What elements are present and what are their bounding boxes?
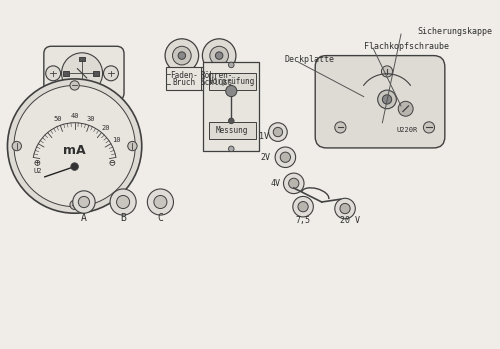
Text: 2V: 2V bbox=[261, 153, 271, 162]
Circle shape bbox=[71, 163, 78, 170]
Text: ⊕: ⊕ bbox=[34, 157, 40, 167]
Circle shape bbox=[424, 122, 434, 133]
Circle shape bbox=[382, 95, 392, 104]
Circle shape bbox=[14, 86, 135, 207]
Circle shape bbox=[228, 146, 234, 152]
Circle shape bbox=[273, 127, 282, 137]
Circle shape bbox=[216, 52, 223, 59]
Circle shape bbox=[378, 90, 396, 109]
Text: ⊖: ⊖ bbox=[108, 157, 116, 167]
Circle shape bbox=[284, 173, 304, 194]
Text: 50: 50 bbox=[54, 116, 62, 122]
Text: 20 V: 20 V bbox=[340, 216, 359, 225]
Circle shape bbox=[275, 147, 295, 168]
Circle shape bbox=[110, 189, 136, 215]
Circle shape bbox=[46, 66, 60, 81]
Circle shape bbox=[8, 79, 142, 213]
Text: 10: 10 bbox=[112, 138, 121, 143]
Text: 1V: 1V bbox=[259, 132, 269, 141]
Bar bbox=[94, 72, 99, 76]
Circle shape bbox=[165, 39, 198, 72]
Text: Messung: Messung bbox=[216, 126, 248, 135]
Circle shape bbox=[382, 66, 392, 77]
Circle shape bbox=[280, 152, 290, 162]
Bar bbox=[209, 73, 256, 90]
Text: A: A bbox=[81, 213, 87, 223]
Bar bbox=[80, 57, 85, 61]
Circle shape bbox=[335, 122, 346, 133]
Text: Sicherungskappe: Sicherungskappe bbox=[418, 27, 493, 36]
Text: Schluss: Schluss bbox=[200, 78, 232, 87]
Text: 30: 30 bbox=[87, 116, 96, 122]
Circle shape bbox=[104, 66, 118, 81]
FancyBboxPatch shape bbox=[315, 55, 445, 148]
Circle shape bbox=[293, 196, 314, 217]
Text: Flachkopfschraube: Flachkopfschraube bbox=[364, 42, 448, 51]
Circle shape bbox=[178, 52, 186, 59]
Circle shape bbox=[78, 196, 90, 208]
Circle shape bbox=[288, 178, 299, 188]
Circle shape bbox=[298, 201, 308, 212]
Text: 4V: 4V bbox=[270, 179, 280, 188]
Circle shape bbox=[12, 141, 22, 151]
FancyBboxPatch shape bbox=[44, 46, 124, 101]
Text: B: B bbox=[120, 213, 126, 223]
Circle shape bbox=[226, 86, 237, 97]
Bar bbox=[166, 67, 237, 90]
Text: Faden-: Faden- bbox=[170, 71, 198, 80]
Bar bbox=[209, 122, 256, 139]
Text: C: C bbox=[158, 213, 164, 223]
Circle shape bbox=[172, 46, 191, 65]
Bar bbox=[64, 72, 69, 76]
Text: Vorprüfung: Vorprüfung bbox=[209, 77, 256, 86]
Text: Deckplatte: Deckplatte bbox=[284, 55, 335, 64]
Circle shape bbox=[398, 101, 413, 116]
Circle shape bbox=[228, 62, 234, 68]
Circle shape bbox=[210, 46, 229, 65]
Circle shape bbox=[268, 123, 287, 141]
Circle shape bbox=[116, 195, 130, 209]
Text: 7,5: 7,5 bbox=[296, 216, 310, 225]
Text: Bruch: Bruch bbox=[172, 78, 196, 87]
Text: Röhren-: Röhren- bbox=[200, 71, 232, 80]
Circle shape bbox=[128, 141, 137, 151]
Circle shape bbox=[335, 198, 355, 219]
Text: U2: U2 bbox=[33, 168, 42, 174]
Circle shape bbox=[228, 118, 234, 124]
Circle shape bbox=[70, 81, 80, 90]
Circle shape bbox=[70, 200, 80, 209]
Bar bbox=[80, 86, 85, 90]
Text: 40: 40 bbox=[70, 113, 79, 119]
Text: 20: 20 bbox=[102, 125, 110, 131]
Circle shape bbox=[72, 191, 95, 213]
Text: U220R: U220R bbox=[397, 127, 418, 133]
Circle shape bbox=[340, 203, 350, 214]
Bar bbox=[204, 62, 260, 151]
Circle shape bbox=[148, 189, 174, 215]
Circle shape bbox=[202, 39, 236, 72]
Text: mA: mA bbox=[64, 144, 86, 157]
Circle shape bbox=[62, 53, 102, 94]
Circle shape bbox=[154, 195, 167, 209]
